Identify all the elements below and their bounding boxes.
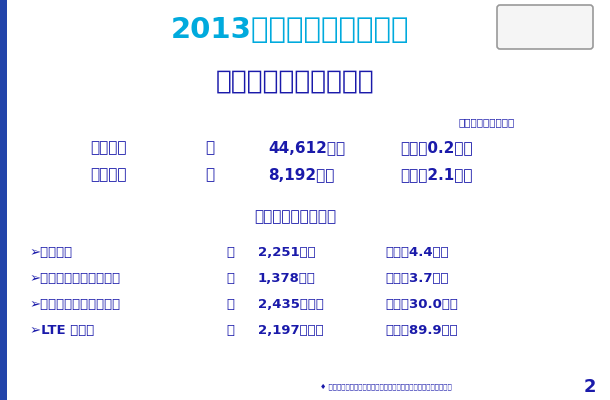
Text: 2: 2 [584,378,596,396]
Text: ：: ： [226,298,234,312]
Bar [0,0,7,400]
Text: 営業収益: 営業収益 [90,140,126,156]
Text: GAAP: GAAP [531,30,559,40]
Text: （　＋30.0％）: （ ＋30.0％） [385,298,458,312]
FancyBboxPatch shape [497,5,593,49]
Text: 2,251万台: 2,251万台 [258,246,315,258]
Text: ➢LTE 契約数: ➢LTE 契約数 [30,324,95,338]
Text: 収益横ばい・営業減益: 収益横ばい・営業減益 [215,69,375,95]
Text: ➢総販売数: ➢総販売数 [30,246,73,258]
Text: 1,378万台: 1,378万台 [258,272,316,284]
Text: 8,192億円: 8,192億円 [268,168,334,182]
Text: ➢スマートフォン販売数: ➢スマートフォン販売数 [30,272,121,284]
Text: ♦ 本資料における連結財務数値等は会計監査人による監査前のもの: ♦ 本資料における連結財務数値等は会計監査人による監査前のもの [320,384,452,390]
Text: ：: ： [226,246,234,258]
Text: （　－4.4％）: （ －4.4％） [385,246,448,258]
Text: ➢スマートフォン利用数: ➢スマートフォン利用数 [30,298,121,312]
Text: ：: ： [226,324,234,338]
Text: ：: ： [206,140,215,156]
Text: 44,612億円: 44,612億円 [268,140,345,156]
Text: 営業利益: 営業利益 [90,168,126,182]
Text: （　）内は前年度比: （ ）内は前年度比 [459,117,515,127]
Text: 2013年度　決算サマリー: 2013年度 決算サマリー [171,16,409,44]
Text: 【決算のポイント】: 【決算のポイント】 [254,210,336,224]
Text: （　－2.1％）: （ －2.1％） [400,168,473,182]
Text: ：: ： [206,168,215,182]
Text: U.S.: U.S. [534,16,556,26]
Text: （　＋3.7％）: （ ＋3.7％） [385,272,448,284]
Text: 2,435万契約: 2,435万契約 [258,298,324,312]
Text: （　＋89.9％）: （ ＋89.9％） [385,324,458,338]
Text: ：: ： [226,272,234,284]
Text: 2,197万契約: 2,197万契約 [258,324,324,338]
Text: （　－0.2％）: （ －0.2％） [400,140,473,156]
